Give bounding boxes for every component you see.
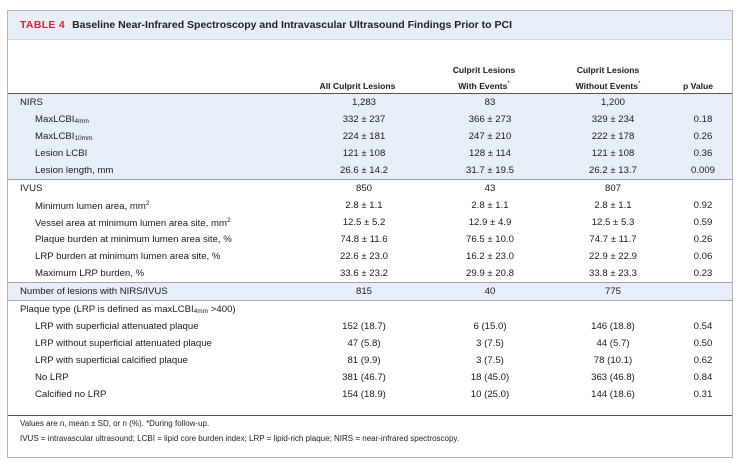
table-row-plaque-type: Plaque type (LRP is defined as maxLCBI4m… <box>8 300 732 318</box>
table-title-bar: TABLE 4 Baseline Near-Infrared Spectrosc… <box>8 11 732 40</box>
table-row-lesion-count: Number of lesions with NIRS/IVUS 815 40 … <box>8 282 732 301</box>
table-row: Lesion LCBI 121 ± 108 128 ± 114 121 ± 10… <box>8 145 732 162</box>
table-title: Baseline Near-Infrared Spectroscopy and … <box>72 19 513 31</box>
table-row-nirs: NIRS 1,283 83 1,200 <box>8 94 732 111</box>
table-row: Lesion length, mm 26.6 ± 14.2 31.7 ± 19.… <box>8 162 732 180</box>
table-row: No LRP 381 (46.7) 18 (45.0) 363 (46.8) 0… <box>35 372 713 383</box>
footnote-values: Values are n, mean ± SD, or n (%). *Duri… <box>20 419 210 428</box>
table-container: TABLE 4 Baseline Near-Infrared Spectrosc… <box>7 10 733 458</box>
col-header-without-events: Culprit Lesions Without Events* <box>575 65 641 91</box>
table-row: Vessel area at minimum lumen area site, … <box>35 216 713 229</box>
table-row: Plaque burden at minimum lumen area site… <box>35 234 713 245</box>
footer-divider <box>8 415 732 416</box>
table-row-ivus: IVUS 850 43 807 <box>8 179 732 197</box>
table-row: Calcified no LRP 154 (18.9) 10 (25.0) 14… <box>35 389 713 400</box>
table-row: LRP burden at minimum lumen area site, %… <box>35 251 713 262</box>
table-row: LRP without superficial attenuated plaqu… <box>35 338 713 349</box>
table-row: LRP with superficial attenuated plaque 1… <box>35 321 713 332</box>
footnote-abbreviations: IVUS = intravascular ultrasound; LCBI = … <box>20 434 460 443</box>
table-row: Maximum LRP burden, % 33.6 ± 23.2 29.9 ±… <box>35 268 713 279</box>
col-header-pvalue: p Value <box>682 81 714 91</box>
table-row: MaxLCBI4mm 332 ± 237 366 ± 273 329 ± 234… <box>8 111 732 128</box>
results-table: NIRS 1,283 83 1,200 MaxLCBI4mm 332 ± 237… <box>8 94 732 403</box>
col-header-with-events: Culprit Lesions With Events* <box>452 65 516 91</box>
table-row: LRP with superficial calcified plaque 81… <box>35 355 713 366</box>
header-divider <box>8 93 732 94</box>
col-header-all: All Culprit Lesions <box>319 81 396 91</box>
table-row: MaxLCBI10mm 224 ± 181 247 ± 210 222 ± 17… <box>8 128 732 145</box>
table-number: TABLE 4 <box>20 19 66 31</box>
table-row: Minimum lumen area, mm2 2.8 ± 1.1 2.8 ± … <box>35 199 713 212</box>
